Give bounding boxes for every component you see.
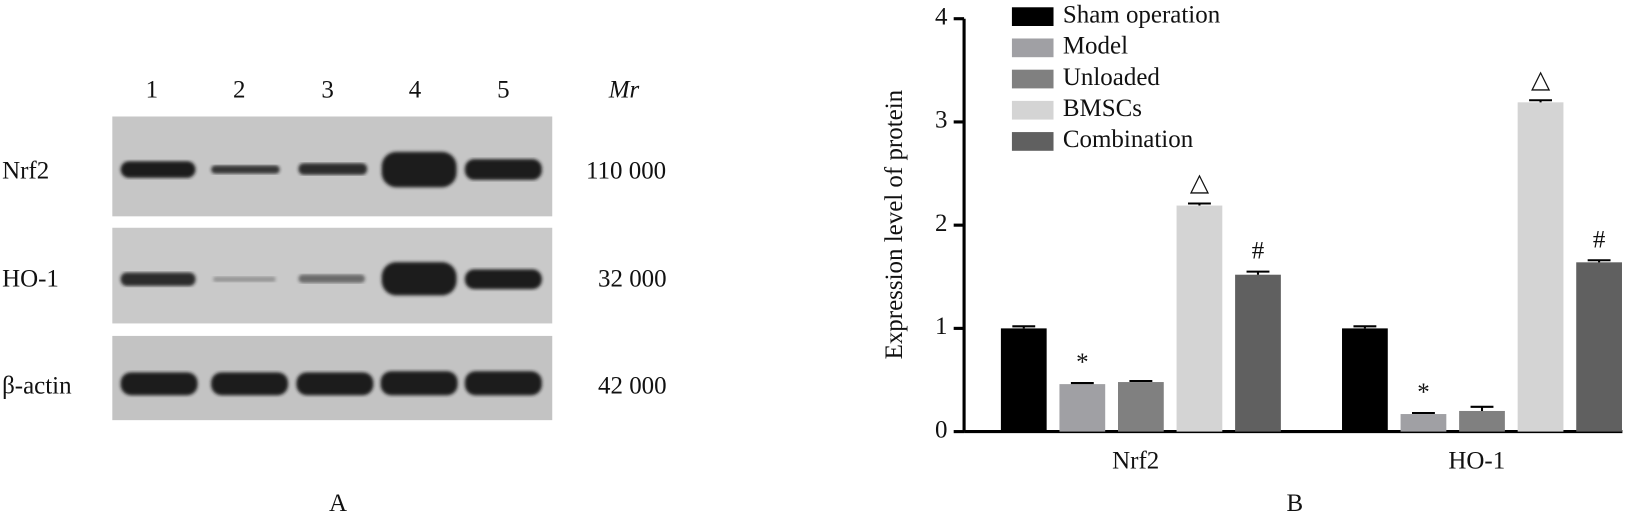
y-axis-label: Expression level of protein [881,89,908,359]
row-label: HO-1 [2,266,59,293]
lane-label: 3 [321,76,333,103]
mr-header: Mr [608,76,640,103]
legend-swatch [1011,7,1054,27]
error-bar [1412,411,1435,415]
band [381,151,457,188]
legend-swatch [1011,69,1054,89]
error-bar [1246,270,1270,275]
band [380,371,458,396]
band [298,274,366,283]
error-bar [1129,379,1153,383]
band [464,159,542,180]
lane-label: 2 [233,76,245,103]
mr-value: 32 000 [598,266,667,293]
mr-value: 110 000 [586,157,666,184]
y-tick-label: 1 [935,313,947,340]
row-label: Nrf2 [2,157,49,184]
band [296,372,374,396]
legend-label: Model [1063,33,1128,60]
x-tick-label: HO-1 [1448,448,1505,475]
error-bar [1353,325,1377,329]
lane-label: 5 [497,76,509,103]
band [120,272,196,286]
y-tick-label: 0 [935,416,947,443]
error-bar [1587,259,1611,263]
band [211,165,280,174]
panel-label: B [1286,490,1303,517]
bar [1576,262,1622,432]
band [298,163,368,175]
row-label: β-actin [2,373,72,400]
significance-mark: △ [1531,66,1551,93]
legend-swatch [1011,100,1054,120]
blot [112,116,553,421]
bar [1059,384,1106,432]
band [464,371,542,396]
significance-mark: △ [1190,169,1210,196]
bar [1176,205,1223,432]
error-bar [1012,325,1036,329]
error-bar [1529,99,1552,103]
bar [1118,382,1164,432]
legend-label: BMSCs [1063,95,1142,122]
band [120,161,196,178]
significance-mark: # [1252,238,1265,265]
lane-label: 1 [146,76,158,103]
y-tick-label: 4 [935,3,948,30]
panel-label: A [329,490,347,517]
bar [1235,274,1281,432]
bar [1342,328,1388,432]
y-tick-label: 3 [935,107,947,134]
band [120,372,198,396]
significance-mark: # [1593,226,1606,253]
legend-swatch [1011,132,1054,151]
legend-swatch [1011,38,1054,58]
bar [1400,414,1447,432]
bar [1517,102,1564,432]
band [464,269,542,290]
error-bar [1187,202,1211,206]
error-bar [1070,382,1094,385]
error-bar [1470,405,1494,411]
bar [1000,328,1047,432]
lane-label: 4 [409,76,422,103]
x-tick-label: Nrf2 [1112,448,1159,475]
legend-label: Unloaded [1063,64,1161,91]
legend-label: Combination [1063,126,1194,153]
y-tick-label: 2 [935,210,947,237]
band [213,276,276,282]
significance-mark: * [1417,379,1429,406]
band [211,372,289,396]
mr-value: 42 000 [598,373,667,400]
band [381,262,457,296]
bar [1459,410,1505,432]
significance-mark: * [1076,349,1088,376]
legend-label: Sham operation [1063,1,1221,28]
